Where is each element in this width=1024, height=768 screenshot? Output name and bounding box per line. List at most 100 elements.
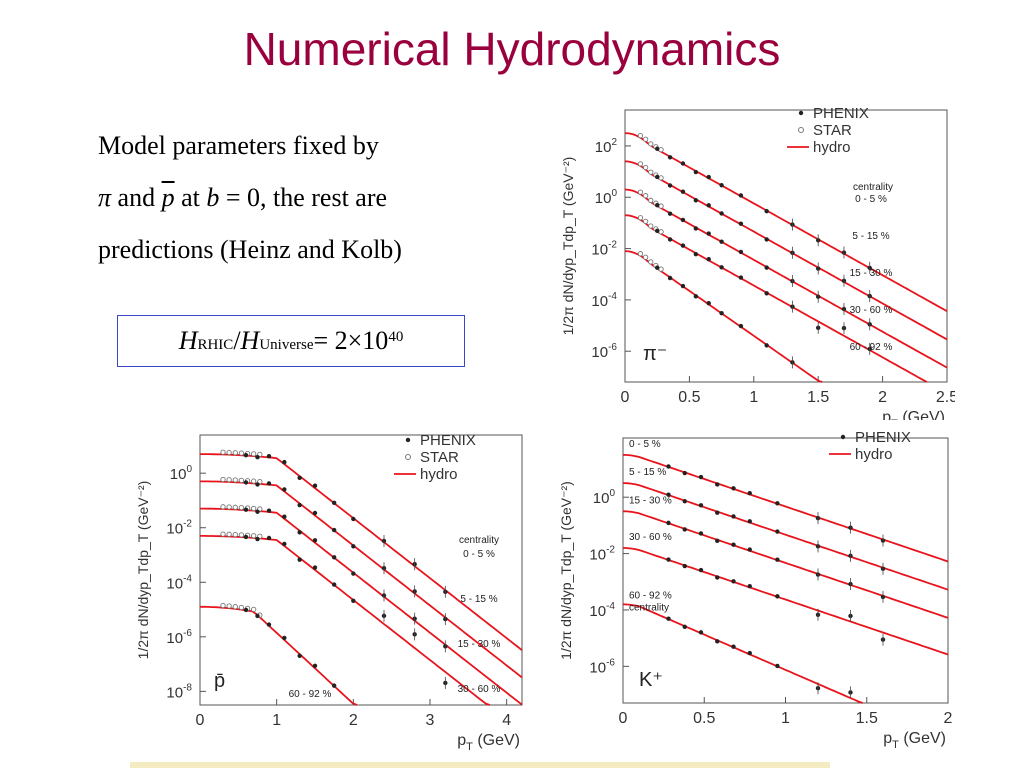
star-point [637, 215, 644, 221]
y-tick-exponent: -4 [608, 291, 617, 302]
y-tick-label: 10-2 [589, 545, 615, 564]
star-point [232, 504, 238, 510]
phenix-point [719, 310, 724, 316]
text-line-1: Model parameters fixed by [98, 131, 379, 160]
star-point [220, 449, 226, 455]
phenix-point [698, 503, 704, 508]
phenix-point [312, 663, 318, 669]
x-tick-label: 3 [426, 712, 435, 729]
y-tick-exponent: -4 [183, 573, 192, 584]
star-point [648, 259, 654, 265]
phenix-point [738, 193, 744, 198]
star-point [637, 189, 644, 195]
x-tick-label: 1 [749, 389, 758, 406]
centrality-label-15-30: 15 - 30 % [629, 495, 672, 506]
star-point [642, 254, 649, 260]
y-tick-label: 10-4 [589, 601, 615, 620]
phenix-point [747, 650, 752, 656]
y-tick-exponent: 0 [611, 188, 617, 199]
centrality-label-5-15: 5 - 15 % [460, 594, 497, 605]
phenix-point [312, 538, 318, 543]
x-tick-label: 2 [944, 710, 953, 727]
x-tick-label: 0.5 [693, 710, 715, 727]
y-tick-label: 10-6 [166, 628, 192, 647]
x-tick-label: 0.5 [678, 389, 700, 406]
phenix-point [775, 557, 780, 562]
phenix-point [764, 237, 769, 242]
phenix-point [715, 575, 720, 580]
star-point [220, 504, 226, 510]
centrality-label-30-60: 30 - 60 % [850, 305, 893, 316]
x-axis-label: pT (GeV) [882, 409, 945, 420]
centrality-label-60-92: 60 - 92 % [629, 590, 672, 601]
y-axis-label: 1/2π dN/dyp_Tdp_T (GeV⁻²) [560, 157, 576, 336]
phenix-point [312, 483, 318, 488]
phenix-point [764, 265, 769, 270]
star-point [648, 141, 654, 147]
phenix-point [667, 211, 673, 216]
star-point [251, 533, 257, 539]
phenix-point [655, 203, 660, 208]
centrality-label-0-5: 0 - 5 % [463, 549, 495, 560]
star-point [238, 450, 245, 456]
phenix-point [297, 502, 302, 508]
y-tick-label: 102 [595, 137, 618, 156]
star-point [642, 164, 649, 171]
phenix-point [682, 470, 687, 476]
phenix-point [731, 514, 736, 519]
phenix-point [255, 536, 260, 542]
phenix-point [243, 507, 249, 512]
phenix-point [266, 508, 272, 513]
star-point [226, 504, 232, 510]
centrality-label-30-60: 30 - 60 % [458, 684, 501, 695]
phenix-point [282, 459, 287, 465]
phenix-point [693, 294, 699, 299]
y-tick-label: 10-4 [166, 573, 192, 592]
slide-title: Numerical Hydrodynamics [243, 23, 781, 75]
phenix-point [706, 257, 711, 262]
star-point [226, 531, 232, 537]
legend-phenix-marker [405, 437, 411, 443]
phenix-point [331, 582, 337, 587]
phenix-point [693, 198, 699, 203]
phenix-point [698, 567, 704, 573]
star-point [658, 266, 664, 272]
particle-label: π⁻ [643, 343, 667, 365]
x-axis-label: pT (GeV) [883, 730, 946, 751]
star-point [658, 146, 664, 153]
phenix-point [266, 622, 272, 627]
x-axis-label-sub: T [466, 741, 473, 753]
phenix-point [747, 519, 752, 524]
star-point [232, 531, 238, 538]
y-tick-exponent: -2 [606, 545, 615, 556]
y-tick-exponent: -2 [608, 240, 617, 251]
star-point [251, 451, 257, 457]
phenix-point [282, 514, 287, 519]
star-point [238, 604, 245, 611]
phenix-point [243, 607, 249, 613]
plot-frame [199, 434, 523, 706]
phenix-point [680, 189, 686, 194]
phenix-point [351, 516, 356, 522]
legend-label-star: STAR [420, 449, 459, 466]
phenix-point [775, 529, 780, 534]
phenix-point [282, 635, 287, 641]
star-point [642, 136, 649, 142]
phenix-point [255, 613, 260, 619]
centrality-label-0-5: 0 - 5 % [855, 194, 887, 205]
x-tick-label: 4 [502, 712, 511, 729]
hydro-curve-15-30 [622, 510, 949, 619]
phenix-point [282, 487, 287, 492]
phenix-point [666, 464, 671, 469]
phenix-point [655, 265, 660, 270]
phenix-point [297, 653, 302, 658]
phenix-point [255, 455, 260, 460]
hydro-curve-0-5 [624, 132, 948, 312]
legend-label-star: STAR [813, 122, 852, 139]
star-point [637, 161, 644, 167]
hydro-curve-0-5 [622, 454, 949, 563]
ratio-formula-box: H RHIC / H Universe = 2×10 40 [117, 315, 465, 367]
phenix-point [719, 265, 724, 270]
centrality-label-60-92: 60 - 92 % [289, 689, 332, 700]
formula-h2: H [240, 326, 260, 355]
